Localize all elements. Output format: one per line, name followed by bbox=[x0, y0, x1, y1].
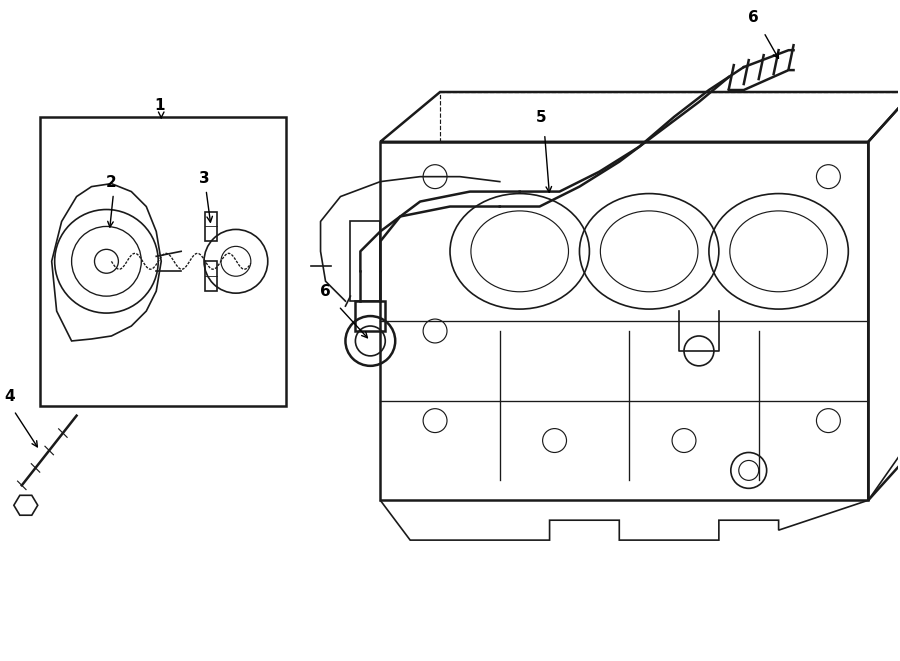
Text: 2: 2 bbox=[106, 175, 117, 190]
Text: 6: 6 bbox=[320, 284, 330, 299]
Text: 6: 6 bbox=[748, 11, 759, 25]
Text: 5: 5 bbox=[536, 110, 547, 125]
Text: 3: 3 bbox=[199, 171, 210, 186]
Text: 4: 4 bbox=[4, 389, 15, 404]
Text: 1: 1 bbox=[154, 98, 165, 113]
